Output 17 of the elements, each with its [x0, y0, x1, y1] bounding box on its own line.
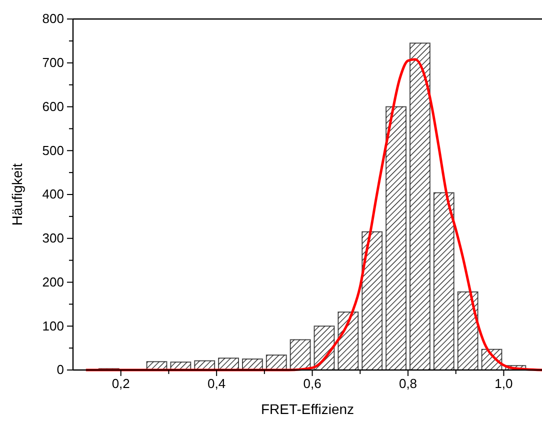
x-tick-label: 0,8: [398, 376, 418, 392]
y-tick-label: 600: [42, 98, 64, 114]
line-series: [84, 58, 542, 372]
y-tick-label: 100: [42, 318, 64, 334]
x-tick-label: 0,2: [112, 376, 130, 392]
x-tick-label: 1,0: [494, 376, 513, 392]
y-tick-label: 800: [42, 11, 64, 26]
y-tick-label: 300: [42, 230, 64, 246]
y-tick-label: 500: [42, 142, 64, 158]
y-axis-title: Häufigkeit: [9, 163, 25, 226]
y-tick-label: 0: [56, 362, 64, 378]
x-tick-label: 0,4: [208, 376, 226, 392]
x-axis-title: FRET-Effizienz: [260, 401, 354, 417]
y-tick-label: 700: [42, 55, 64, 70]
y-tick-label: 200: [42, 274, 64, 290]
y-tick-label: 400: [42, 186, 64, 202]
x-tick-label: 0,6: [303, 376, 322, 392]
